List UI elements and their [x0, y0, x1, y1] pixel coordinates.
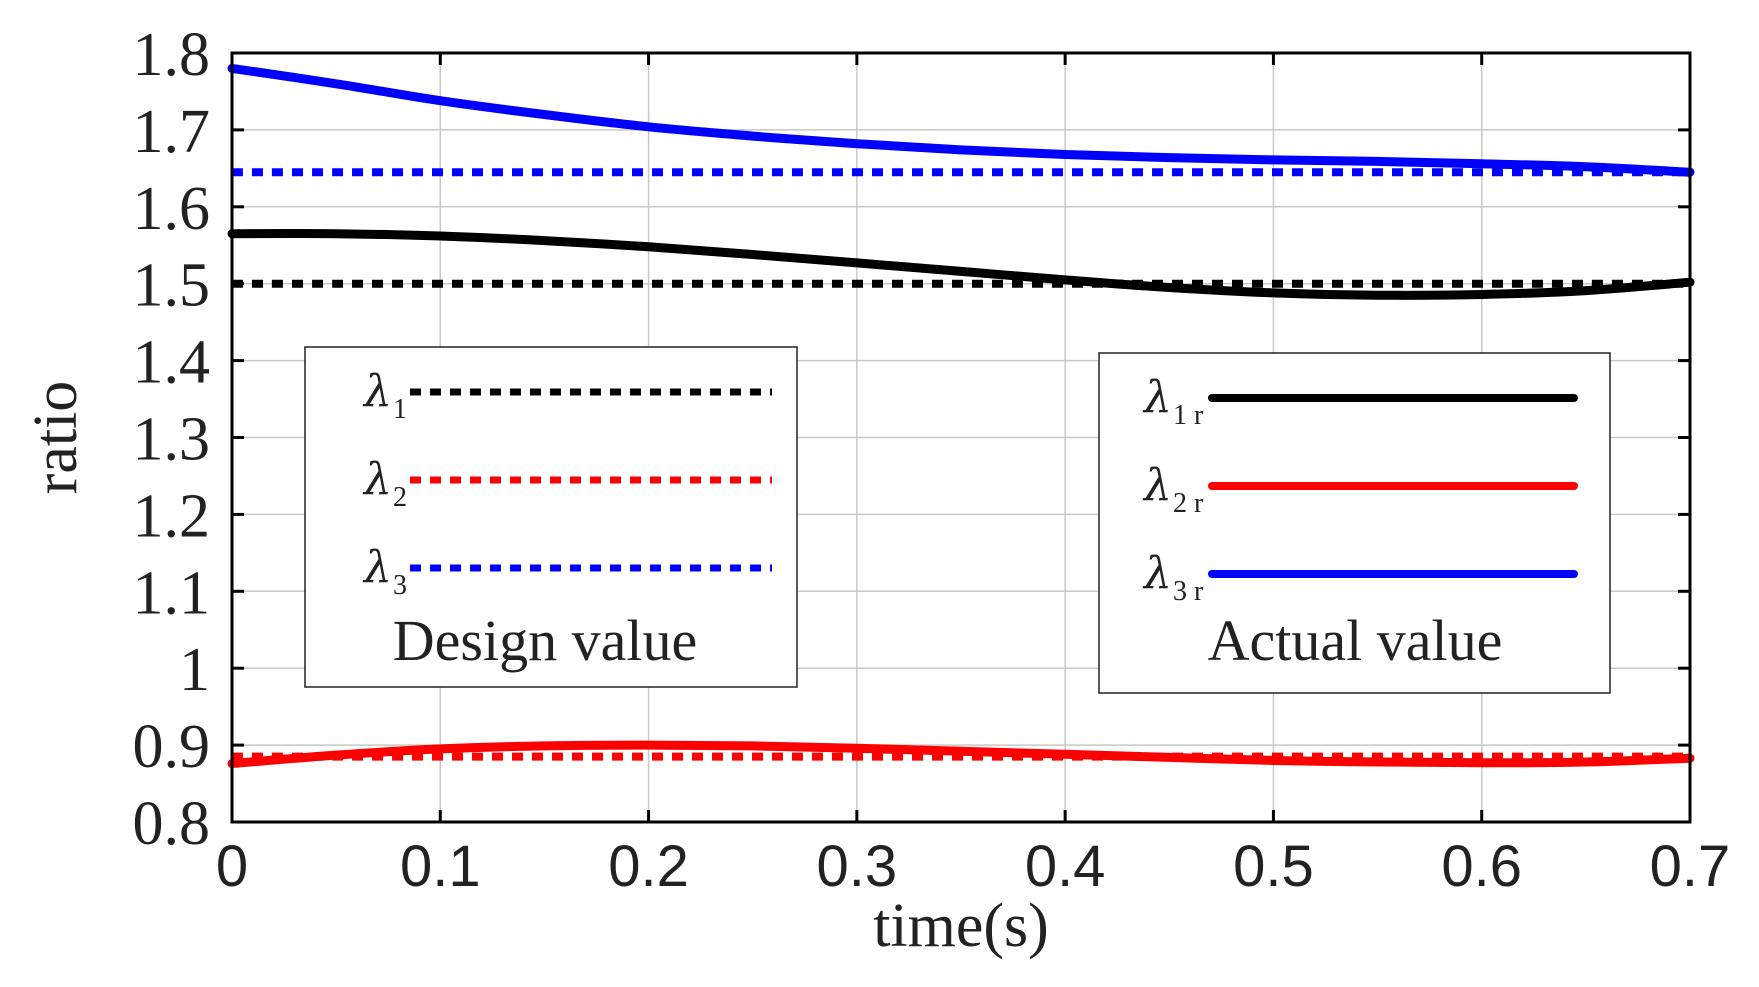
- legend-subscript: 1 r: [1173, 400, 1204, 431]
- series-lambda-2r-line: [227, 740, 1695, 769]
- legend-symbol: λ: [1142, 372, 1172, 423]
- x-axis-ticks: 0 0.1 0.2 0.3 0.4 0.5 0.6 0.7: [216, 53, 1730, 899]
- legend-symbol: λ: [1142, 460, 1172, 511]
- y-tick-label: 1: [179, 636, 210, 704]
- y-tick-label: 1.1: [133, 559, 211, 627]
- legend-subscript: 3 r: [1173, 576, 1204, 607]
- y-axis-label: ratio: [22, 381, 90, 495]
- legend-symbol: λ: [1142, 548, 1172, 599]
- legend-symbol: λ: [362, 542, 392, 593]
- y-tick-label: 1.2: [133, 482, 211, 550]
- legend-box: [1098, 352, 1611, 694]
- y-tick-label: 1.4: [133, 329, 211, 397]
- y-tick-label: 1.6: [133, 175, 211, 243]
- series-lambda-1r-line: [227, 229, 1695, 300]
- series-lines: [227, 63, 1695, 769]
- x-tick-label: 0.2: [608, 834, 689, 899]
- x-tick-label: 0.7: [1650, 834, 1731, 899]
- y-tick-label: 1.5: [133, 252, 211, 320]
- series-lambda-3r-line: [227, 63, 1695, 177]
- x-axis-label: time(s): [873, 892, 1049, 960]
- x-tick-label: 0.3: [817, 834, 898, 899]
- legend-subscript: 3: [393, 570, 407, 601]
- y-tick-label: 0.9: [133, 713, 211, 781]
- x-tick-label: 0.4: [1025, 834, 1106, 899]
- legend-subscript: 1: [393, 394, 407, 425]
- x-tick-label: 0.6: [1441, 834, 1522, 899]
- x-tick-label: 0.5: [1233, 834, 1314, 899]
- y-tick-label: 0.8: [133, 790, 211, 858]
- y-tick-label: 1.3: [133, 406, 211, 474]
- legend-title: Actual value: [1208, 608, 1503, 673]
- legend-symbol: λ: [362, 454, 392, 505]
- y-tick-label: 1.7: [133, 98, 211, 166]
- y-tick-label: 1.8: [133, 21, 211, 89]
- legend-box: [304, 346, 798, 688]
- x-tick-label: 0: [216, 834, 248, 899]
- legend-subscript: 2 r: [1173, 488, 1204, 519]
- y-axis-ticks: 0.8 0.9 1 1.1 1.2 1.3 1.4 1.5 1.6 1.7 1.8: [133, 21, 1690, 858]
- x-tick-label: 0.1: [400, 834, 481, 899]
- legend-title: Design value: [393, 608, 697, 673]
- legend-subscript: 2: [393, 482, 407, 513]
- legend-symbol: λ: [362, 366, 392, 417]
